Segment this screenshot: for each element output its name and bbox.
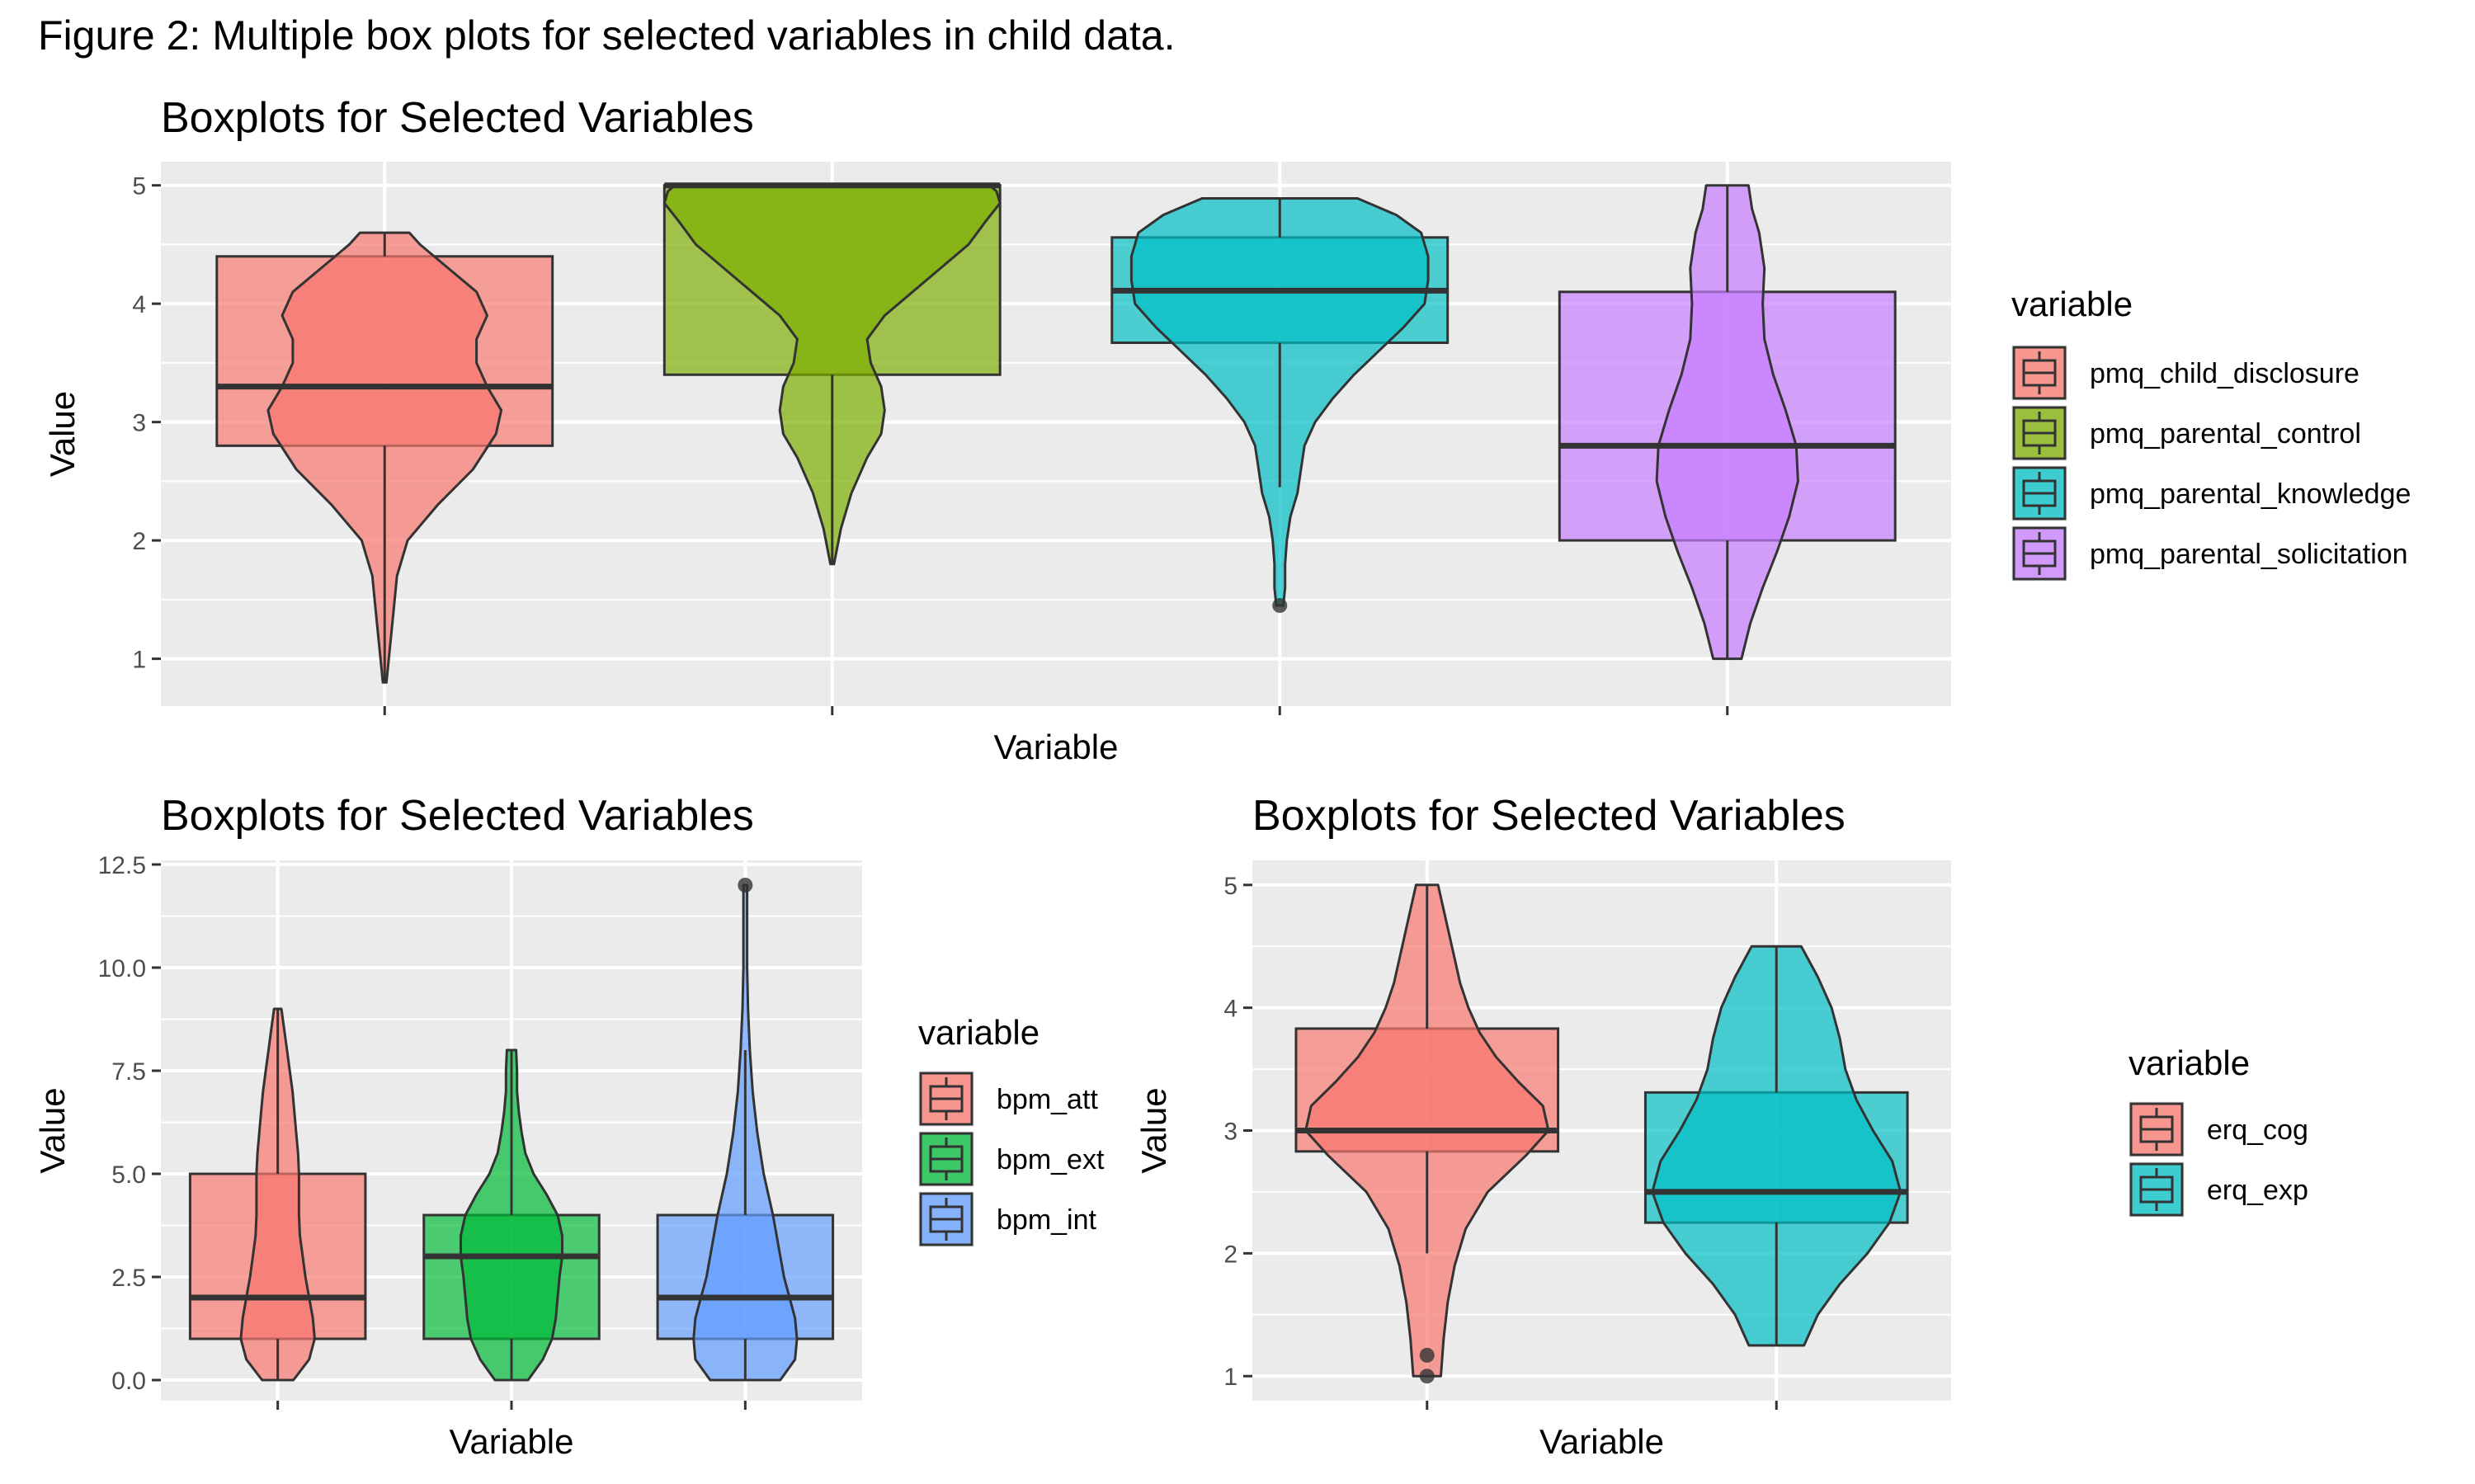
y-tick-label: 7.5 [111, 1058, 146, 1086]
y-tick-label: 3 [1223, 1119, 1238, 1146]
chart-panel-bottom-right: Boxplots for Selected Variables 1 2 3 4 5 Vari… [1134, 792, 2308, 1461]
x-axis-label: Variable [1539, 1422, 1664, 1461]
legend-item-pmq_parental_knowledge: pmq_parental_knowledge [2011, 465, 2411, 521]
y-tick-label: 12.5 [98, 852, 146, 879]
legend-label: pmq_child_disclosure [2090, 358, 2360, 389]
legend: variable pmq_child_disclosure pmq_parental… [2011, 285, 2411, 582]
series-pmq_parental_solicitation [1558, 184, 1897, 661]
series-bpm_att [188, 1007, 367, 1382]
legend-label: erq_cog [2207, 1114, 2308, 1146]
series-pmq_parental_control [662, 182, 1002, 566]
x-axis-label: Variable [994, 728, 1119, 766]
series-erq_cog [1294, 883, 1560, 1384]
legend-item-bpm_int: bpm_int [918, 1191, 1097, 1247]
legend-item-pmq_parental_solicitation: pmq_parental_solicitation [2011, 525, 2408, 582]
y-tick-label: 4 [1223, 996, 1238, 1023]
legend-item-bpm_ext: bpm_ext [918, 1131, 1105, 1187]
outlier-point [738, 878, 753, 893]
legend-item-bpm_att: bpm_att [918, 1071, 1098, 1127]
legend-title: variable [918, 1013, 1040, 1052]
series-erq_exp [1643, 945, 1909, 1347]
figure-caption: Figure 2: Multiple box plots for selecte… [38, 12, 1176, 59]
legend-label: erq_exp [2207, 1175, 2308, 1206]
series-bpm_int [656, 878, 835, 1382]
legend-label: pmq_parental_knowledge [2090, 478, 2411, 510]
y-tick-label: 10.0 [98, 955, 146, 982]
y-tick-label: 2 [132, 528, 146, 555]
legend-item-pmq_parental_control: pmq_parental_control [2011, 405, 2361, 461]
y-axis-label: Value [33, 1087, 72, 1173]
legend-item-pmq_child_disclosure: pmq_child_disclosure [2011, 345, 2360, 401]
series-bpm_ext [422, 1048, 601, 1382]
legend-label: pmq_parental_solicitation [2090, 539, 2408, 570]
violin-pmq_parental_solicitation [1655, 184, 1799, 661]
outlier-point [1419, 1369, 1435, 1384]
outlier-point [1272, 598, 1288, 614]
y-tick-label: 5 [1223, 873, 1238, 900]
y-tick-label: 3 [132, 410, 146, 437]
legend-label: bpm_ext [997, 1144, 1105, 1175]
chart-title: Boxplots for Selected Variables [161, 94, 754, 142]
legend-item-erq_cog: erq_cog [2128, 1101, 2308, 1157]
violin-erq_exp [1651, 945, 1902, 1347]
y-axis-label: Value [43, 391, 82, 477]
y-tick-label: 4 [132, 291, 146, 318]
chart-title: Boxplots for Selected Variables [161, 792, 754, 840]
violin-bpm_att [239, 1007, 316, 1382]
y-tick-label: 2.5 [111, 1265, 146, 1292]
y-tick-label: 2 [1223, 1241, 1238, 1268]
legend-label: pmq_parental_control [2090, 418, 2361, 450]
chart-title: Boxplots for Selected Variables [1252, 792, 1846, 840]
chart-panel-top: Boxplots for Selected Variables 1 2 3 4 5 Vari… [43, 94, 2411, 766]
legend-item-erq_exp: erq_exp [2128, 1161, 2308, 1218]
y-tick-label: 1 [1223, 1364, 1238, 1391]
x-axis-label: Variable [450, 1422, 574, 1461]
legend-title: variable [2128, 1044, 2250, 1082]
series-pmq_child_disclosure [215, 231, 554, 684]
legend-title: variable [2011, 285, 2133, 323]
y-axis-label: Value [1134, 1087, 1173, 1173]
y-tick-label: 1 [132, 647, 146, 674]
y-tick-label: 5 [132, 173, 146, 200]
legend: variable erq_cog erq_exp [2128, 1044, 2308, 1218]
chart-panel-bottom-left: Boxplots for Selected Variables 0.0 2.5 5.0… [33, 792, 1105, 1461]
legend-label: bpm_att [997, 1084, 1098, 1115]
y-tick-label: 5.0 [111, 1161, 146, 1189]
series-pmq_parental_knowledge [1110, 197, 1450, 614]
legend: variable bpm_att bpm_ext bpm_int [918, 1013, 1105, 1247]
y-tick-label: 0.0 [111, 1368, 146, 1395]
legend-label: bpm_int [997, 1204, 1097, 1236]
outlier-point [1419, 1347, 1435, 1363]
